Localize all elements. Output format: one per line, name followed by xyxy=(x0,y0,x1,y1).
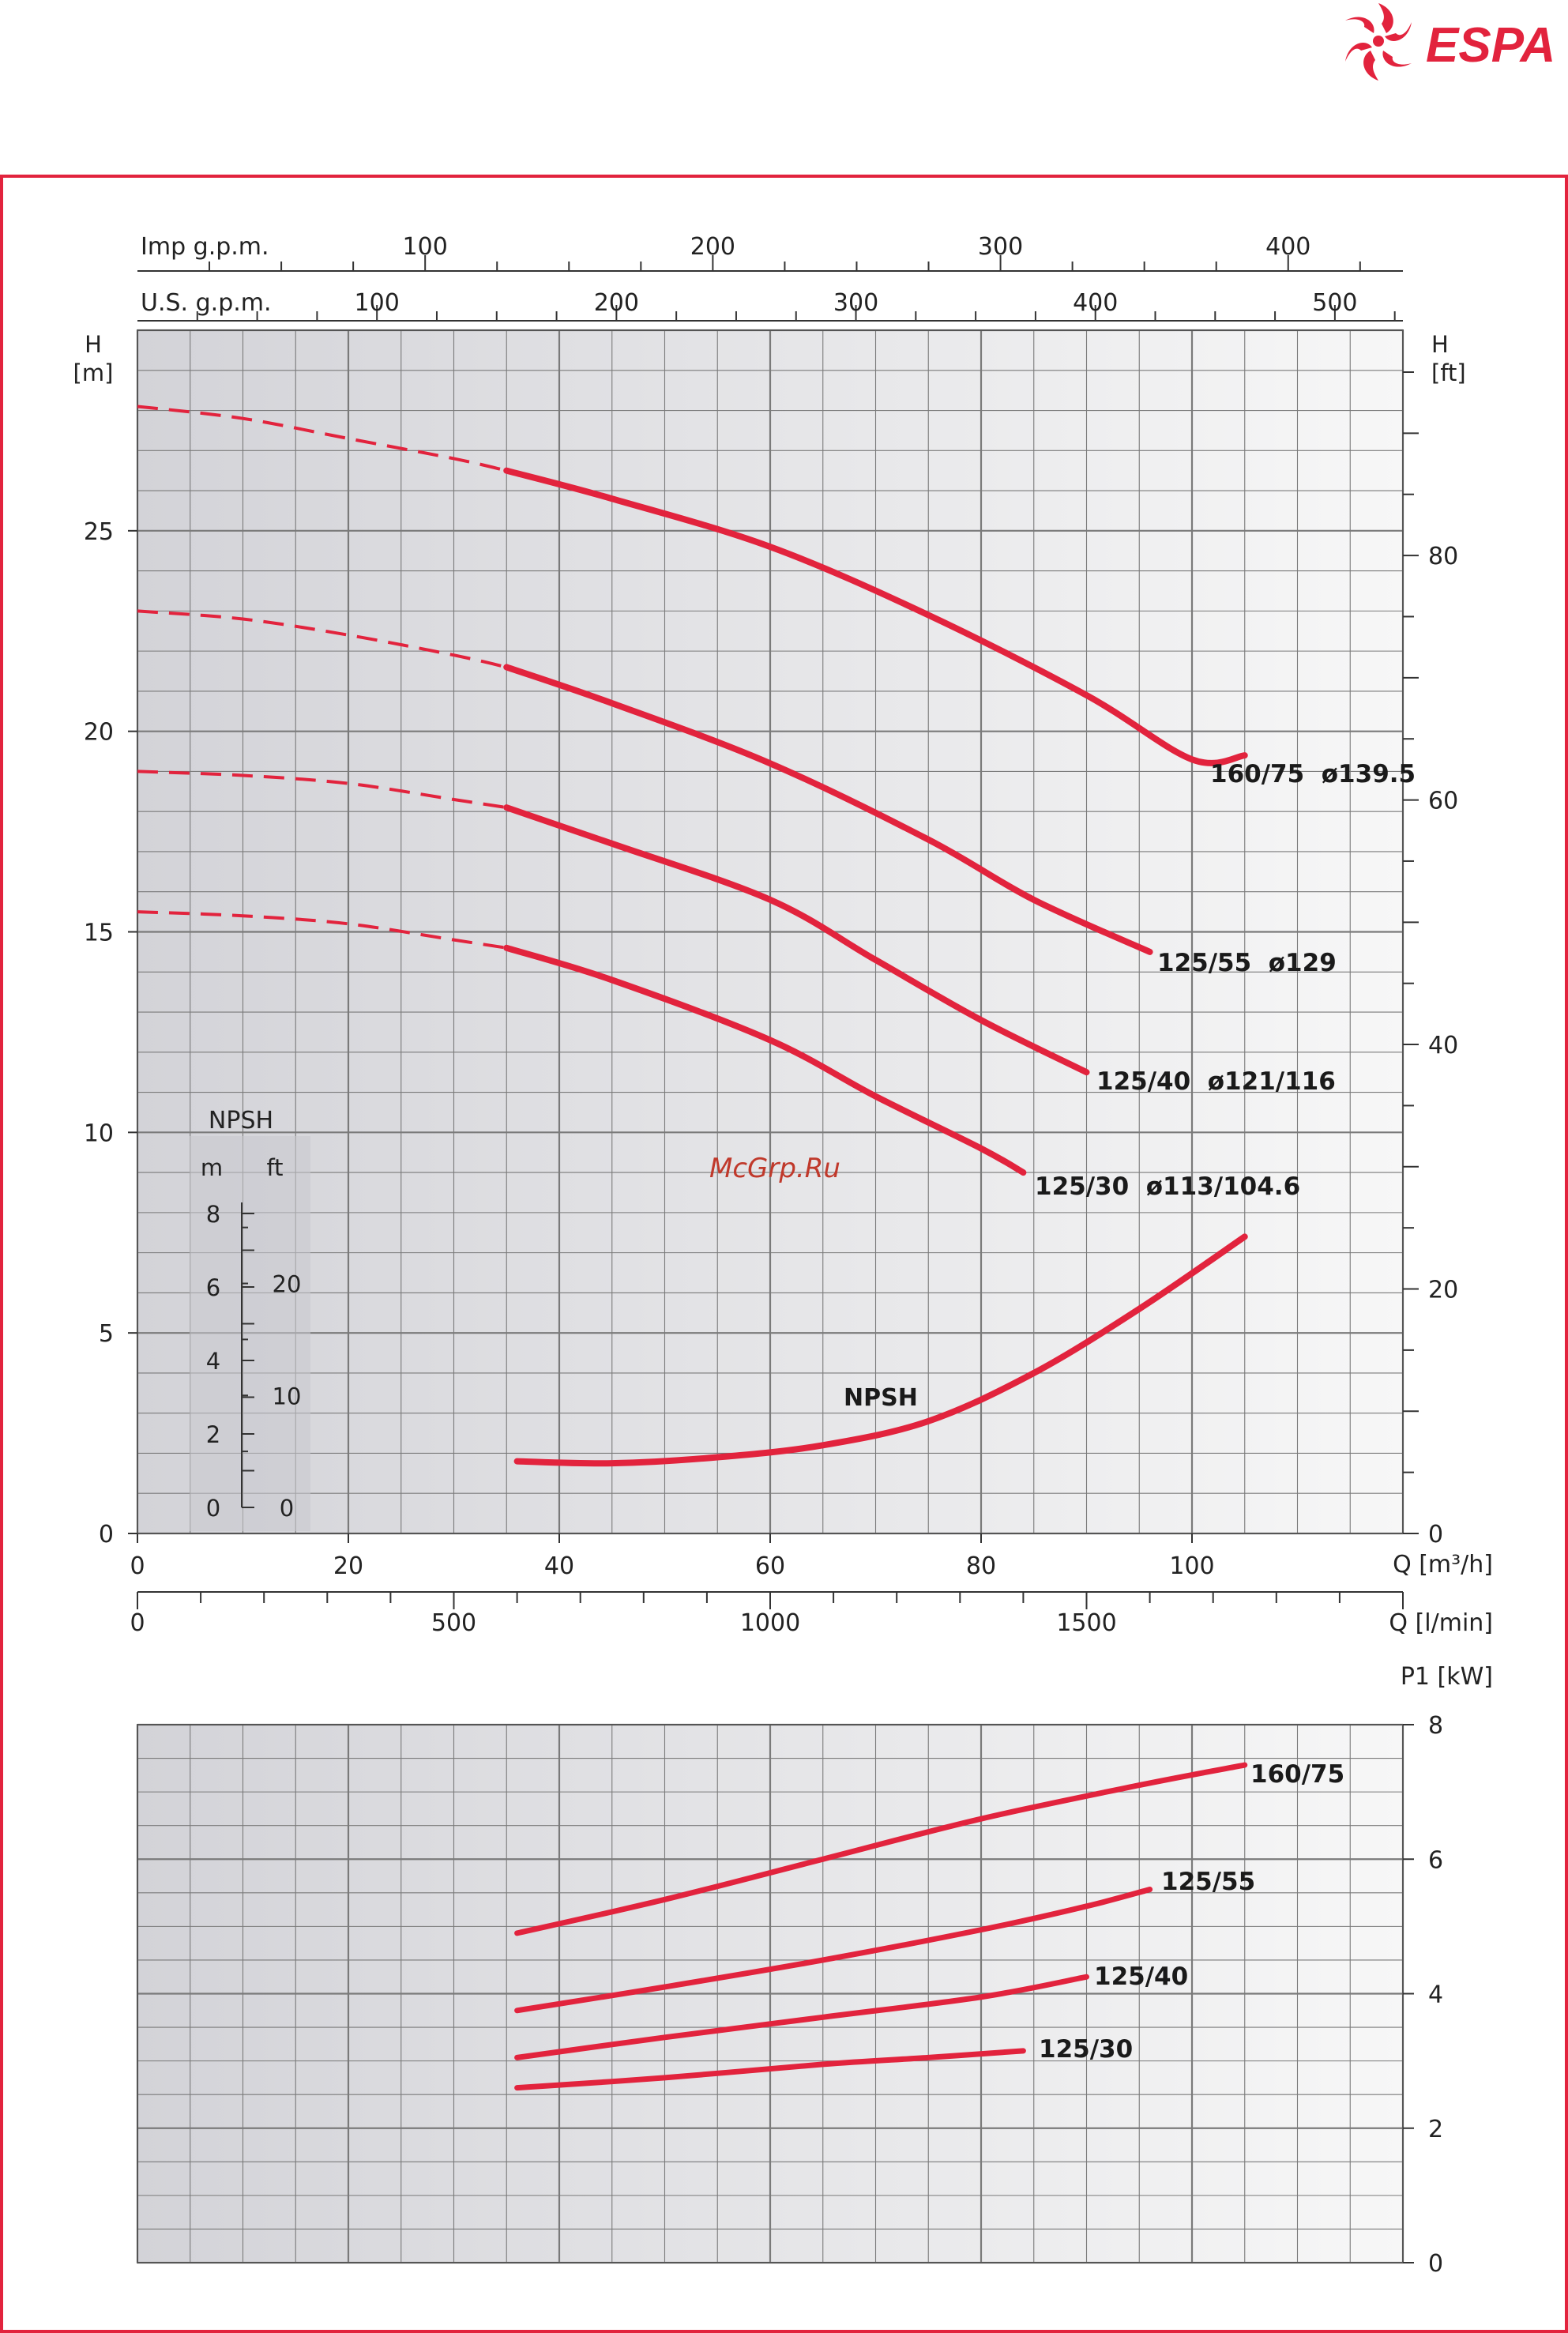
y-tick-label: 10 xyxy=(84,1119,114,1147)
series-label: 125/55 ø129 xyxy=(1157,949,1337,977)
power-tick-label: 2 xyxy=(1428,2116,1443,2143)
y-tick-label: 20 xyxy=(84,719,114,747)
us-axis-label: U.S. g.p.m. xyxy=(141,289,272,317)
imp-tick-label: 200 xyxy=(690,233,735,261)
us-tick-label: 300 xyxy=(833,289,878,317)
npsh-scale-panel xyxy=(190,1136,310,1531)
power-curve-2 xyxy=(514,1974,1089,2060)
npsh-ft-label: ft xyxy=(266,1154,283,1181)
y-tick-label: 0 xyxy=(99,1521,114,1548)
lmin-tick-label: 1000 xyxy=(740,1609,800,1637)
npsh-m-label: m xyxy=(201,1154,223,1181)
npsh-ft-tick-label: 10 xyxy=(273,1383,302,1409)
y-tick-label: 15 xyxy=(84,920,114,947)
npsh-m-tick-label: 6 xyxy=(206,1274,220,1301)
right-tick-label: 40 xyxy=(1428,1032,1458,1059)
curve-dashed-0 xyxy=(137,405,507,472)
power-series-label: 125/40 xyxy=(1094,1962,1188,1991)
lmin-axis-label: Q [l/min] xyxy=(1389,1609,1493,1637)
lmin-tick-label: 500 xyxy=(431,1609,476,1637)
us-tick-label: 100 xyxy=(355,289,400,317)
right-tick-label: 60 xyxy=(1428,788,1458,815)
right-tick-label: 0 xyxy=(1428,1521,1443,1548)
y-axis-label-right-unit: [ft] xyxy=(1431,359,1466,386)
power-tick-label: 6 xyxy=(1428,1846,1443,1874)
curve-1 xyxy=(503,664,1153,955)
us-tick-label: 400 xyxy=(1073,289,1118,317)
npsh-ft-tick-label: 20 xyxy=(273,1271,302,1298)
brand-name: ESPA xyxy=(1426,18,1555,73)
npsh-m-tick-label: 4 xyxy=(206,1348,220,1375)
imp-tick-label: 100 xyxy=(403,233,448,261)
us-tick-label: 200 xyxy=(594,289,639,317)
us-tick-label: 500 xyxy=(1312,289,1357,317)
power-curve-3 xyxy=(514,2048,1026,2091)
y-axis-label-left: H xyxy=(85,331,102,358)
series-label: 125/30 ø113/104.6 xyxy=(1035,1172,1300,1201)
npsh-m-tick-label: 0 xyxy=(206,1495,220,1522)
lmin-tick-label: 1500 xyxy=(1056,1609,1116,1637)
watermark: McGrp.Ru xyxy=(709,1153,840,1184)
lmin-tick-label: 0 xyxy=(130,1609,145,1637)
power-series-label: 160/75 xyxy=(1250,1760,1344,1789)
power-tick-label: 4 xyxy=(1428,1981,1443,2009)
curve-4 xyxy=(513,1233,1248,1467)
power-series-label: 125/30 xyxy=(1039,2035,1133,2064)
series-label: 125/40 ø121/116 xyxy=(1096,1067,1336,1096)
y-axis-label-right: H xyxy=(1431,331,1449,358)
curve-dashed-3 xyxy=(137,910,507,950)
right-tick-label: 20 xyxy=(1428,1277,1458,1304)
y-axis-label-left-unit: [m] xyxy=(73,359,114,386)
curve-dashed-1 xyxy=(137,609,507,669)
npsh-scale-title: NPSH xyxy=(209,1107,273,1135)
power-axis-label: P1 [kW] xyxy=(1401,1663,1493,1691)
power-curve-0 xyxy=(514,1762,1248,1936)
power-series-label: 125/55 xyxy=(1161,1868,1255,1896)
outer-frame xyxy=(0,175,1568,2333)
imp-tick-label: 300 xyxy=(978,233,1023,261)
x-tick-label: 100 xyxy=(1169,1552,1214,1580)
imp-axis-label: Imp g.p.m. xyxy=(141,233,269,261)
x-tick-label: 40 xyxy=(544,1552,574,1580)
npsh-m-tick-label: 2 xyxy=(206,1421,220,1448)
imp-tick-label: 400 xyxy=(1265,233,1310,261)
power-curve-1 xyxy=(514,1887,1153,2014)
npsh-ft-tick-label: 0 xyxy=(280,1495,294,1522)
right-tick-label: 80 xyxy=(1428,543,1458,570)
logo: ESPA xyxy=(1335,0,1568,87)
npsh-curve-label: NPSH xyxy=(844,1384,918,1412)
power-tick-label: 8 xyxy=(1428,1712,1443,1740)
x-tick-label: 80 xyxy=(966,1552,996,1580)
npsh-m-tick-label: 8 xyxy=(206,1201,220,1228)
series-label: 160/75 ø139.5 xyxy=(1210,760,1416,788)
x-tick-label: 0 xyxy=(130,1552,145,1580)
x-tick-label: 60 xyxy=(755,1552,785,1580)
curve-dashed-2 xyxy=(137,770,507,810)
power-chart: 0 2 4 6 8 P1 [kW] 160/75 125/55 125/40 125/30 xyxy=(136,1663,1493,2278)
espa-logo-icon: ESPA xyxy=(1345,3,1555,81)
curve-3 xyxy=(503,944,1027,1176)
power-tick-label: 0 xyxy=(1428,2250,1443,2278)
curve-0 xyxy=(503,467,1248,766)
curve-2 xyxy=(503,804,1090,1076)
x-axis-label: Q [m³/h] xyxy=(1393,1551,1493,1579)
x-tick-label: 20 xyxy=(333,1552,363,1580)
y-tick-label: 5 xyxy=(99,1320,114,1348)
y-tick-label: 25 xyxy=(84,518,114,546)
